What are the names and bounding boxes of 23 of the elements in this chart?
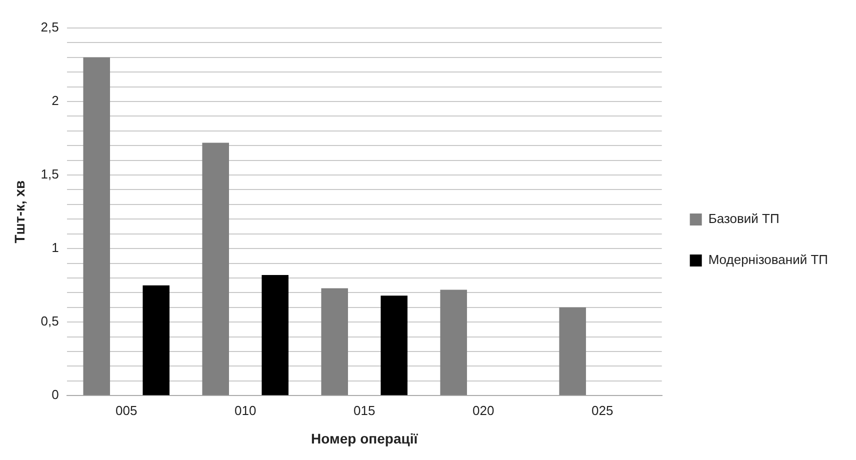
y-tick-label: 2,5: [40, 20, 59, 35]
y-tick-label: 1,5: [40, 166, 59, 182]
bar: [321, 288, 348, 396]
x-tick-label: 020: [472, 402, 494, 418]
y-tick-label: 1: [52, 240, 59, 256]
y-axis-title: Тшт-к, хв: [11, 180, 28, 244]
bar: [83, 57, 110, 396]
x-tick-label: 005: [116, 402, 138, 418]
bar: [202, 142, 229, 396]
x-axis-title: Номер операції: [311, 430, 419, 446]
bar: [380, 296, 408, 396]
x-tick-label: 025: [591, 402, 614, 418]
bar: [440, 290, 467, 396]
x-tick-label: 015: [354, 402, 376, 418]
bar: [142, 285, 170, 396]
y-tick-label: 0: [52, 387, 59, 402]
y-tick-label: 2: [52, 93, 59, 108]
x-tick-label: 010: [234, 402, 256, 418]
bar: [559, 307, 586, 396]
bar: [262, 275, 288, 396]
legend-label: Модернізований ТП: [708, 252, 828, 268]
legend-label: Базовий ТП: [708, 211, 780, 226]
y-tick-label: 0,5: [40, 314, 59, 329]
